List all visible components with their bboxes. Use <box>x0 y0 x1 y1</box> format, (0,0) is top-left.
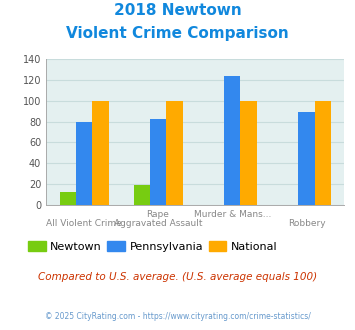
Legend: Newtown, Pennsylvania, National: Newtown, Pennsylvania, National <box>23 237 282 256</box>
Text: All Violent Crime: All Violent Crime <box>45 219 121 228</box>
Text: Compared to U.S. average. (U.S. average equals 100): Compared to U.S. average. (U.S. average … <box>38 272 317 282</box>
Bar <box>240 101 257 205</box>
Text: Robbery: Robbery <box>288 219 326 228</box>
Bar <box>134 185 150 205</box>
Text: Violent Crime Comparison: Violent Crime Comparison <box>66 26 289 41</box>
Bar <box>166 101 183 205</box>
Bar <box>150 118 166 205</box>
Bar <box>76 122 92 205</box>
Text: 2018 Newtown: 2018 Newtown <box>114 3 241 18</box>
Bar <box>298 112 315 205</box>
Text: © 2025 CityRating.com - https://www.cityrating.com/crime-statistics/: © 2025 CityRating.com - https://www.city… <box>45 312 310 321</box>
Text: Murder & Mans...: Murder & Mans... <box>194 210 271 218</box>
Text: Rape: Rape <box>147 210 169 218</box>
Text: Aggravated Assault: Aggravated Assault <box>114 219 202 228</box>
Bar <box>315 101 331 205</box>
Bar <box>60 192 76 205</box>
Bar <box>92 101 109 205</box>
Bar <box>224 76 240 205</box>
